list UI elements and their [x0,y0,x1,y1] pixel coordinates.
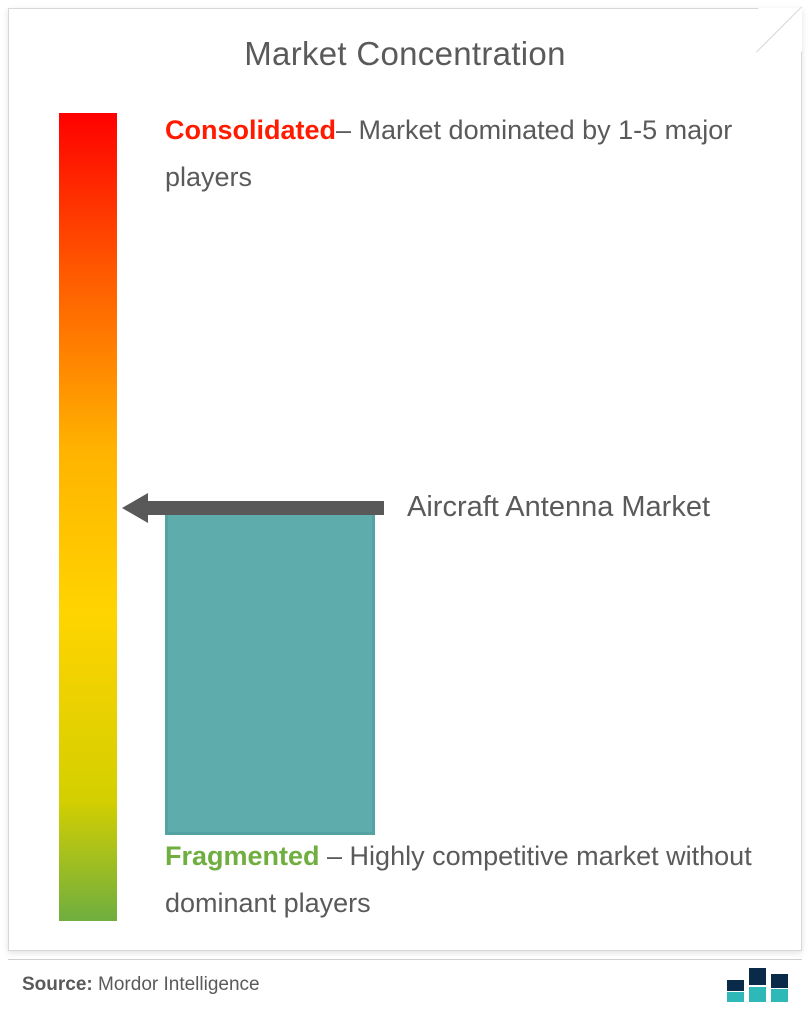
arrow-shaft [146,501,384,515]
source-label: Source: [22,974,93,995]
chart-title: Market Concentration [9,35,801,73]
market-position-box [165,509,375,835]
graphic-area: Consolidated– Market dominated by 1-5 ma… [9,113,801,933]
source-value: Mordor Intelligence [93,974,260,995]
logo-bar [749,968,766,1002]
mordor-logo-icon [727,968,788,1002]
chart-card: Market Concentration Consolidated– Marke… [8,8,802,951]
logo-bar [771,974,788,1002]
arrow-head-icon [122,493,148,523]
footer: Source: Mordor Intelligence [8,959,802,1009]
fragmented-label: Fragmented [165,841,320,871]
consolidated-description: Consolidated– Market dominated by 1-5 ma… [165,107,761,202]
logo-bar [727,980,744,1002]
fragmented-description: Fragmented – Highly competitive market w… [165,833,761,928]
source-attribution: Source: Mordor Intelligence [22,974,260,996]
concentration-gradient-bar [59,113,117,921]
market-name-label: Aircraft Antenna Market [407,491,710,524]
consolidated-label: Consolidated [165,115,336,145]
corner-cut-decor [758,8,802,52]
